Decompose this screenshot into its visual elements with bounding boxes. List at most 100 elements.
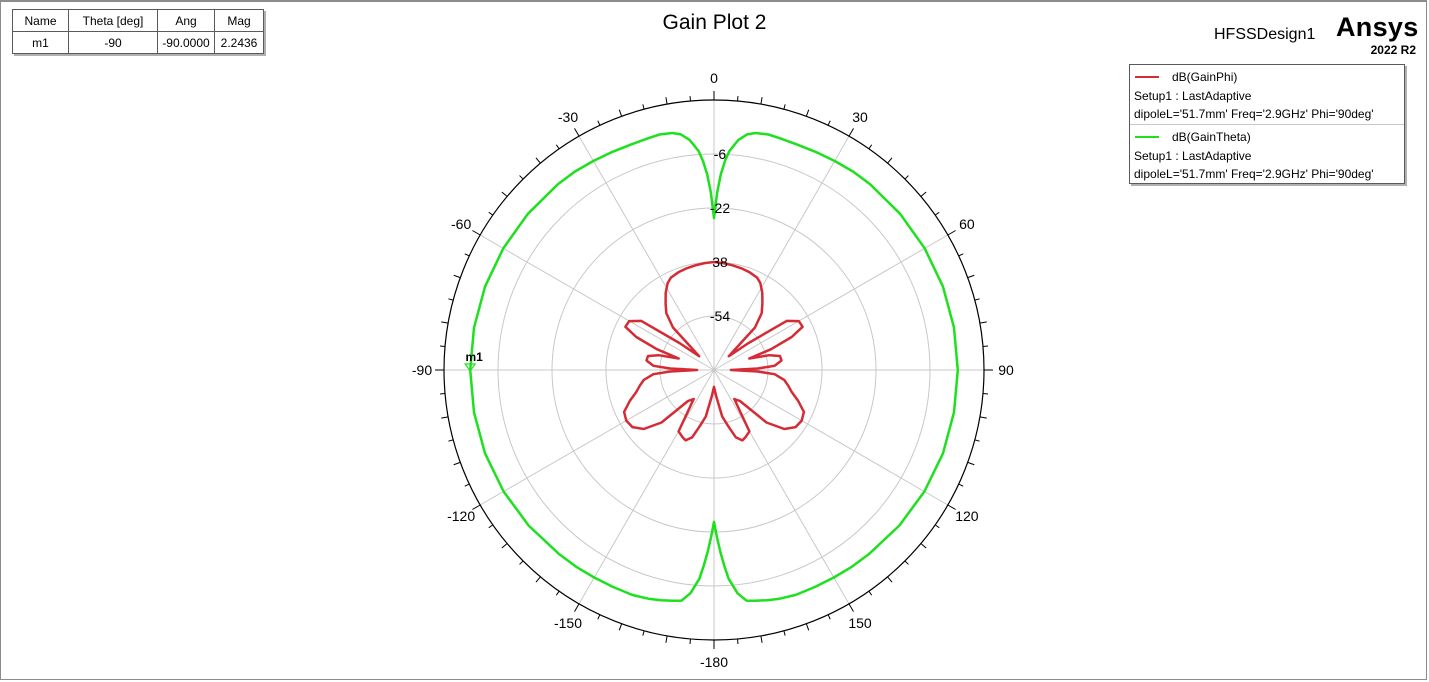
marker-m1-label: m1 bbox=[466, 350, 484, 364]
series-line-dbgaintheta[interactable] bbox=[468, 131, 960, 602]
angle-tick bbox=[574, 128, 580, 137]
angle-tick bbox=[535, 157, 541, 164]
angle-tick bbox=[904, 175, 909, 180]
design-name: HFSSDesign1 bbox=[1214, 26, 1316, 43]
angle-tick bbox=[974, 439, 980, 442]
marker-header-mag: Mag bbox=[214, 9, 264, 32]
angle-tick bbox=[760, 97, 763, 105]
legend-setup: Setup1 : LastAdaptive bbox=[1134, 149, 1252, 163]
legend-trace-name: dB(GainTheta) bbox=[1172, 130, 1251, 144]
angle-tick bbox=[920, 191, 927, 197]
angle-tick bbox=[665, 97, 668, 105]
angle-tick bbox=[979, 416, 987, 419]
marker-header-ang: Ang bbox=[157, 9, 215, 32]
angle-label: -60 bbox=[451, 216, 471, 232]
legend[interactable]: dB(GainPhi) Setup1 : LastAdaptive dipole… bbox=[1129, 64, 1405, 184]
series-layer bbox=[468, 131, 960, 602]
angle-tick bbox=[642, 630, 645, 636]
angle-tick bbox=[597, 614, 601, 620]
angle-tick bbox=[464, 253, 470, 257]
legend-variables: dipoleL='51.7mm' Freq='2.9GHz' Phi='90de… bbox=[1134, 107, 1374, 121]
angle-tick bbox=[967, 461, 975, 466]
angle-tick bbox=[868, 144, 873, 150]
marker-m1-icon[interactable] bbox=[464, 363, 477, 373]
marker-cell-name: m1 bbox=[12, 31, 69, 54]
angle-tick bbox=[642, 104, 645, 110]
legend-variables: dipoleL='51.7mm' Freq='2.9GHz' Phi='90de… bbox=[1134, 167, 1374, 181]
angle-tick bbox=[967, 274, 975, 279]
angle-tick bbox=[574, 603, 580, 612]
angle-tick bbox=[501, 543, 508, 549]
radial-label: -6 bbox=[714, 146, 727, 162]
angle-tick bbox=[453, 461, 461, 466]
radial-label: -22 bbox=[710, 200, 730, 216]
marker-table: Name Theta [deg] Ang Mag m1 -90 -90.0000… bbox=[12, 9, 264, 54]
marker-cell-ang: -90.0000 bbox=[157, 31, 215, 54]
legend-setup: Setup1 : LastAdaptive bbox=[1134, 89, 1252, 103]
angle-tick bbox=[448, 298, 454, 301]
angle-tick bbox=[448, 439, 454, 442]
angle-label: -90 bbox=[412, 362, 432, 378]
angle-tick bbox=[805, 109, 810, 117]
marker-table-row[interactable]: m1 -90 -90.0000 2.2436 bbox=[12, 31, 264, 54]
marker-layer[interactable]: m1 bbox=[464, 350, 484, 373]
angle-ticks bbox=[435, 91, 993, 649]
angle-tick bbox=[783, 630, 786, 636]
angle-tick bbox=[887, 157, 893, 164]
angle-label: 120 bbox=[955, 508, 979, 524]
angle-label: -120 bbox=[447, 508, 475, 524]
grid-spoke bbox=[713, 135, 850, 371]
angle-tick bbox=[947, 504, 956, 510]
angle-tick bbox=[519, 560, 524, 565]
angle-label: -30 bbox=[558, 109, 578, 125]
angle-tick bbox=[920, 543, 927, 549]
angle-label: -150 bbox=[554, 615, 582, 631]
angle-tick bbox=[488, 211, 494, 216]
angle-tick bbox=[555, 590, 560, 596]
angle-tick bbox=[501, 191, 508, 197]
angle-tick bbox=[868, 590, 873, 596]
angle-tick bbox=[805, 623, 810, 631]
angle-tick bbox=[535, 576, 541, 583]
angle-tick bbox=[979, 321, 987, 324]
angle-tick bbox=[618, 623, 623, 631]
angle-tick bbox=[947, 230, 956, 236]
ansys-logo: Ansys bbox=[1336, 12, 1419, 42]
radial-label: 38 bbox=[712, 254, 728, 270]
angle-tick bbox=[441, 416, 449, 419]
axis-labels: 0 30 60 90 120 150 -180 -150 -120 -90 -60 -30 -6 -22 3… bbox=[412, 70, 1014, 670]
angle-tick bbox=[760, 635, 763, 643]
angle-tick bbox=[934, 524, 940, 529]
angle-tick bbox=[848, 603, 854, 612]
legend-entry-gaintheta[interactable]: dB(GainTheta) Setup1 : LastAdaptive dipo… bbox=[1130, 124, 1404, 184]
grid-spoke bbox=[713, 369, 949, 506]
angle-tick bbox=[519, 175, 524, 180]
polar-grid bbox=[443, 99, 985, 641]
plot-title: Gain Plot 2 bbox=[662, 11, 767, 34]
angle-tick bbox=[488, 524, 494, 529]
angle-tick bbox=[464, 483, 470, 487]
series-line-dbgainphi[interactable] bbox=[622, 260, 806, 442]
angle-tick bbox=[848, 128, 854, 137]
grid-spoke bbox=[479, 234, 715, 371]
angle-tick bbox=[934, 211, 940, 216]
angle-tick bbox=[472, 230, 481, 236]
grid-spoke bbox=[479, 369, 715, 506]
grid-spoke bbox=[578, 135, 715, 371]
angle-tick bbox=[555, 144, 560, 150]
ansys-version: 2022 R2 bbox=[1370, 43, 1416, 57]
angle-label: 0 bbox=[710, 70, 718, 86]
grid-spoke bbox=[578, 369, 715, 605]
angle-tick bbox=[887, 576, 893, 583]
angle-tick bbox=[665, 635, 668, 643]
marker-cell-mag: 2.2436 bbox=[214, 31, 264, 54]
legend-swatch-gaintheta bbox=[1135, 136, 1159, 138]
marker-cell-theta: -90 bbox=[68, 31, 158, 54]
grid-spoke bbox=[713, 369, 850, 605]
angle-tick bbox=[958, 483, 964, 487]
angle-label: 90 bbox=[998, 362, 1014, 378]
grid-spoke bbox=[713, 234, 949, 371]
legend-entry-gainphi[interactable]: dB(GainPhi) Setup1 : LastAdaptive dipole… bbox=[1130, 65, 1404, 124]
